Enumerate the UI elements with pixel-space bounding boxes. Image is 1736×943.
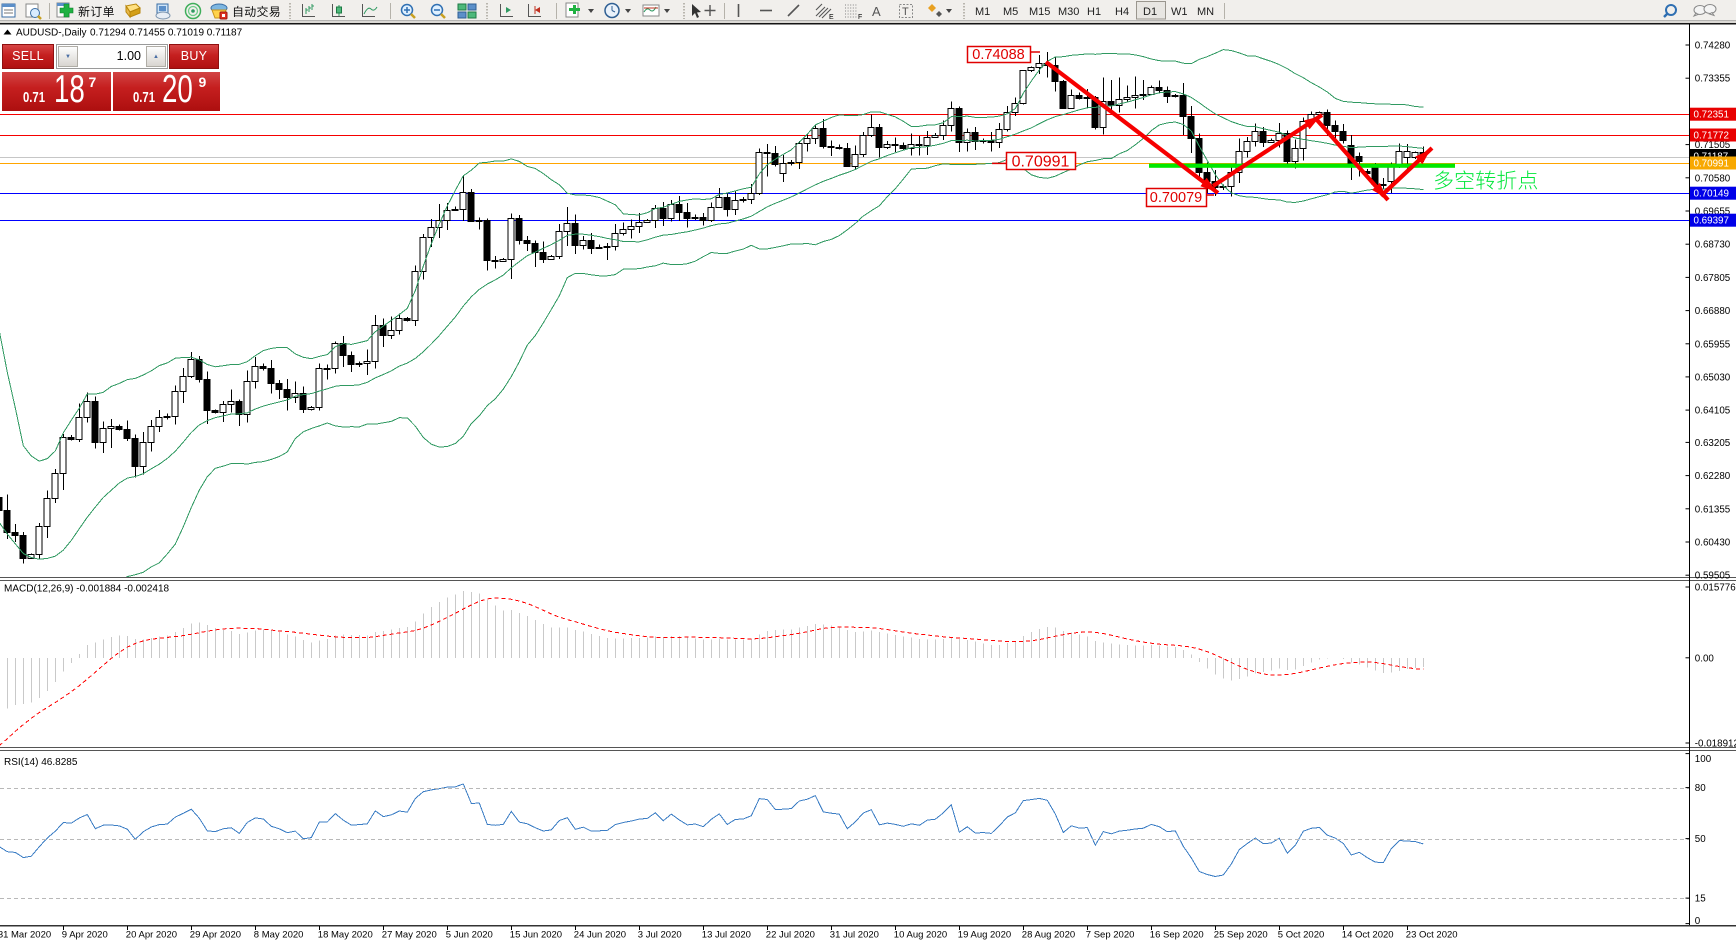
svg-text:18 May 2020: 18 May 2020 [318,930,373,941]
svg-text:31 Jul 2020: 31 Jul 2020 [830,930,879,941]
svg-text:0.74280: 0.74280 [1695,41,1731,52]
svg-text:28 Aug 2020: 28 Aug 2020 [1022,930,1075,941]
svg-text:24 Jun 2020: 24 Jun 2020 [574,930,626,941]
svg-text:0.62280: 0.62280 [1695,471,1731,482]
svg-text:0.69397: 0.69397 [1694,216,1729,227]
svg-text:0.59505: 0.59505 [1695,571,1731,582]
svg-text:-0.018912: -0.018912 [1695,739,1736,750]
svg-text:0: 0 [1695,916,1701,927]
svg-text:0.69655: 0.69655 [1695,207,1731,218]
svg-text:5 Oct 2020: 5 Oct 2020 [1278,930,1324,941]
svg-text:8 May 2020: 8 May 2020 [254,930,304,941]
svg-text:0.71772: 0.71772 [1694,131,1729,142]
svg-text:15: 15 [1695,894,1706,905]
svg-text:0.70149: 0.70149 [1694,189,1729,200]
svg-text:AUDUSD-,Daily: AUDUSD-,Daily [16,28,87,39]
svg-text:0.63205: 0.63205 [1695,438,1731,449]
svg-text:0.65030: 0.65030 [1695,372,1731,383]
svg-text:A: A [872,4,881,19]
svg-text:0.74088: 0.74088 [972,47,1024,63]
svg-text:27 May 2020: 27 May 2020 [382,930,437,941]
svg-text:0.68730: 0.68730 [1695,240,1731,251]
svg-text:15 Jun 2020: 15 Jun 2020 [510,930,562,941]
svg-text:0.70079: 0.70079 [1150,190,1202,206]
svg-text:0.71505: 0.71505 [1695,140,1731,151]
svg-text:0.61355: 0.61355 [1695,504,1731,515]
svg-text:0.70991: 0.70991 [1694,159,1729,170]
svg-text:H4: H4 [1115,6,1129,18]
svg-text:25 Sep 2020: 25 Sep 2020 [1214,930,1268,941]
svg-text:W1: W1 [1171,6,1188,18]
svg-text:20 Apr 2020: 20 Apr 2020 [126,930,177,941]
svg-text:M30: M30 [1058,6,1079,18]
svg-text:50: 50 [1695,834,1706,845]
svg-text:23 Oct 2020: 23 Oct 2020 [1406,930,1458,941]
svg-text:0.70991: 0.70991 [1012,153,1070,170]
svg-text:T: T [902,6,909,18]
svg-text:0.015776: 0.015776 [1695,583,1736,594]
svg-text:31 Mar 2020: 31 Mar 2020 [0,930,51,941]
svg-text:0.64105: 0.64105 [1695,406,1731,417]
svg-text:0.72351: 0.72351 [1694,110,1729,121]
svg-text:100: 100 [1695,754,1712,765]
svg-text:0.70580: 0.70580 [1695,173,1731,184]
svg-text:D1: D1 [1143,6,1157,18]
svg-text:16 Sep 2020: 16 Sep 2020 [1150,930,1204,941]
svg-text:0.00: 0.00 [1695,653,1715,664]
svg-text:M15: M15 [1029,6,1050,18]
svg-text:13 Jul 2020: 13 Jul 2020 [702,930,751,941]
svg-text:14 Oct 2020: 14 Oct 2020 [1342,930,1394,941]
svg-text:0.60430: 0.60430 [1695,538,1731,549]
svg-text:9 Apr 2020: 9 Apr 2020 [62,930,108,941]
svg-text:MN: MN [1197,6,1214,18]
svg-text:F: F [858,14,862,21]
svg-text:0.71294 0.71455 0.71019 0.7118: 0.71294 0.71455 0.71019 0.71187 [90,28,243,39]
svg-text:29 Apr 2020: 29 Apr 2020 [190,930,241,941]
svg-text:5 Jun 2020: 5 Jun 2020 [446,930,493,941]
svg-text:0.66880: 0.66880 [1695,306,1731,317]
svg-text:0.65955: 0.65955 [1695,339,1731,350]
svg-text:0.67805: 0.67805 [1695,273,1731,284]
svg-text:E: E [829,14,834,21]
svg-text:M5: M5 [1003,6,1018,18]
svg-text:RSI(14) 46.8285: RSI(14) 46.8285 [4,757,78,768]
svg-text:19 Aug 2020: 19 Aug 2020 [958,930,1011,941]
svg-text:M1: M1 [975,6,990,18]
svg-text:H1: H1 [1087,6,1101,18]
svg-text:80: 80 [1695,783,1706,794]
svg-text:10 Aug 2020: 10 Aug 2020 [894,930,947,941]
svg-text:3 Jul 2020: 3 Jul 2020 [638,930,682,941]
svg-text:MACD(12,26,9) -0.001884 -0.002: MACD(12,26,9) -0.001884 -0.002418 [4,584,170,595]
svg-text:22 Jul 2020: 22 Jul 2020 [766,930,815,941]
svg-text:0.73355: 0.73355 [1695,74,1731,85]
svg-text:7 Sep 2020: 7 Sep 2020 [1086,930,1135,941]
